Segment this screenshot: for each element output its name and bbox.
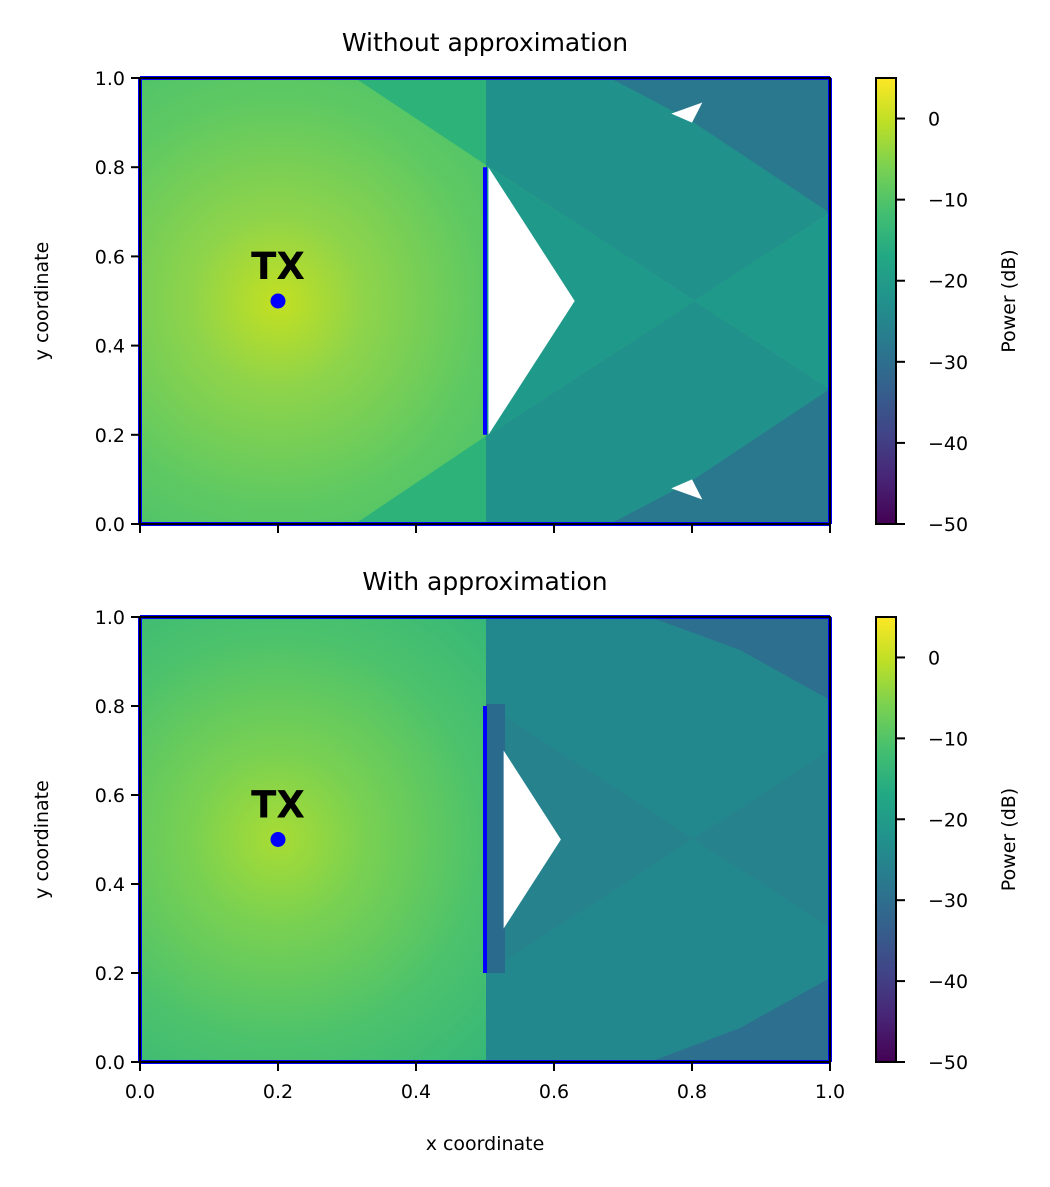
no-signal-region [671,479,703,500]
shadow-deep-top [650,617,830,700]
y-tick-label: 1.0 [95,607,125,629]
axes-frame [139,77,831,525]
y-tick-label: 0.4 [95,336,125,358]
shadow-deep-bottom [610,389,830,524]
transmitter-marker [270,293,286,309]
x-axis-label: x coordinate [426,1133,545,1155]
transmitter-label: TX [251,245,305,288]
y-tick-label: 0.6 [95,785,125,807]
y-tick-label: 0.6 [95,246,125,268]
transmitter-marker [270,832,286,847]
no-signal-region [503,750,561,929]
x-tick-label: 0.8 [677,1081,707,1103]
chart-title: Without approximation [342,28,628,57]
y-tick-label: 0.0 [95,1052,125,1074]
colorbar-tick-label: −50 [928,1052,968,1074]
y-tick-label: 0.8 [95,157,125,179]
colorbar-tick-label: 0 [928,647,940,669]
no-signal-region [671,102,703,123]
shadow-zone [486,78,830,524]
x-tick-label: 0.2 [263,1081,293,1103]
no-signal-region [488,167,575,435]
colorbar-label: Power (dB) [998,788,1020,891]
shadow-deep-bottom [650,978,830,1062]
colorbar-label: Power (dB) [998,249,1020,352]
colorbar-tick-label: −30 [928,352,968,374]
colorbar-tick-label: −30 [928,890,968,912]
y-tick-label: 0.2 [95,963,125,985]
colorbar [875,616,897,1063]
y-tick-label: 0.0 [95,514,125,536]
x-tick-label: 0.4 [401,1081,431,1103]
colorbar-tick-label: −50 [928,514,968,536]
panel-without-approximation: TX Without approximation 0.0 0.2 0.4 0.6 0.8 1.… [31,28,1020,536]
y-axis-label: y coordinate [31,780,53,899]
y-axis-label: y coordinate [31,242,53,361]
plot-elements: TX With approximation 0.0 0.2 0.4 0.6 0.8 1.0 0.… [31,567,1020,1155]
colorbar-tick-label: −10 [928,190,968,212]
colorbar-tick-label: −20 [928,271,968,293]
colorbar-tick-label: 0 [928,109,940,131]
colorbar-tick-label: −40 [928,971,968,993]
shadow-deep-top [610,78,830,213]
axes-frame [139,616,831,1063]
x-tick-label: 0.6 [539,1081,569,1103]
shadow-core [486,165,830,436]
shadow-core [486,704,830,973]
y-tick-label: 0.8 [95,696,125,718]
colorbar-tick-label: −20 [928,809,968,831]
colorbar-tick-label: −10 [928,728,968,750]
y-tick-label: 1.0 [95,68,125,90]
shadow-edge-gradient [486,704,505,973]
plot-elements: TX Without approximation 0.0 0.2 0.4 0.6 0.8 1.… [31,28,1020,536]
chart-title: With approximation [362,567,607,596]
colorbar-tick-label: −40 [928,433,968,455]
transmitter-label: TX [251,784,305,827]
x-tick-label: 0.0 [125,1081,155,1103]
panel-with-approximation: TX With approximation 0.0 0.2 0.4 0.6 0.8 1.0 0.… [31,567,1020,1155]
colorbar [875,77,897,525]
x-tick-label: 1.0 [815,1081,845,1103]
y-tick-label: 0.2 [95,425,125,447]
y-tick-label: 0.4 [95,874,125,896]
